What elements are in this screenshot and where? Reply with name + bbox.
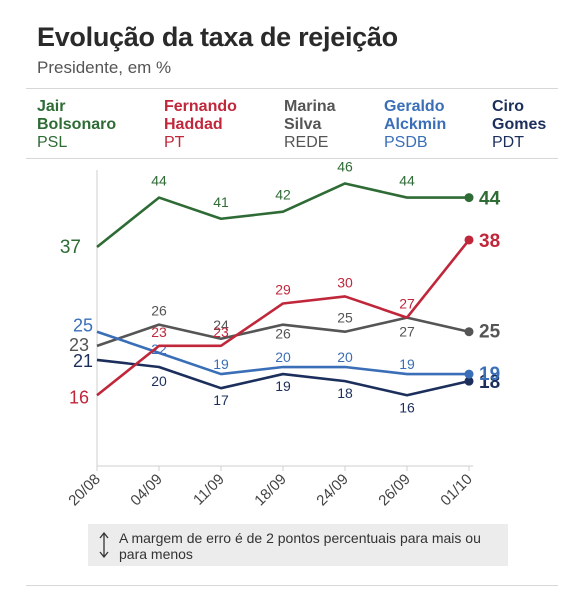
series-end-point bbox=[464, 235, 474, 245]
legend-name-line2: Gomes bbox=[492, 116, 547, 133]
series-end-point bbox=[464, 369, 474, 379]
data-label: 44 bbox=[151, 173, 167, 189]
x-tick-label: 01/10 bbox=[437, 471, 476, 510]
legend-party: PDT bbox=[492, 134, 524, 151]
legend-item-alckmin: Geraldo Alckmin PSDB bbox=[384, 98, 446, 152]
legend: Jair Bolsonaro PSL Fernando Haddad PT Ma… bbox=[37, 98, 557, 152]
data-label: 44 bbox=[479, 189, 501, 210]
legend-name-line1: Fernando bbox=[164, 98, 237, 115]
legend-name-line1: Geraldo bbox=[384, 98, 445, 115]
legend-item-bolsonaro: Jair Bolsonaro PSL bbox=[37, 98, 116, 152]
data-label: 25 bbox=[337, 310, 353, 326]
top-divider bbox=[26, 88, 558, 89]
legend-party: PT bbox=[164, 134, 185, 151]
chart-subtitle: Presidente, em % bbox=[37, 58, 172, 77]
legend-name-line2: Bolsonaro bbox=[37, 116, 117, 133]
series-end-point bbox=[464, 327, 474, 337]
data-label: 20 bbox=[337, 349, 353, 365]
data-label: 19 bbox=[213, 356, 229, 372]
legend-party: PSL bbox=[37, 134, 68, 151]
legend-party: PSDB bbox=[384, 134, 428, 151]
chart-title: Evolução da taxa de rejeição bbox=[37, 22, 398, 52]
data-label: 17 bbox=[213, 392, 229, 408]
series-line bbox=[96, 182, 469, 249]
data-label: 44 bbox=[399, 173, 415, 189]
data-label: 30 bbox=[337, 274, 353, 290]
x-tick-label: 26/09 bbox=[375, 471, 414, 510]
data-label: 26 bbox=[275, 326, 291, 342]
x-tick-label: 18/09 bbox=[251, 471, 290, 510]
legend-name-line2: Alckmin bbox=[384, 116, 447, 133]
data-label: 19 bbox=[479, 364, 500, 385]
bottom-divider bbox=[26, 585, 558, 586]
series-line bbox=[96, 330, 469, 376]
data-label: 25 bbox=[479, 322, 501, 343]
data-label: 20 bbox=[151, 373, 167, 389]
legend-name-line2: Silva bbox=[284, 116, 322, 133]
data-label: 16 bbox=[399, 399, 415, 415]
data-label: 18 bbox=[337, 385, 353, 401]
series-line bbox=[96, 239, 471, 397]
data-label: 19 bbox=[275, 378, 291, 394]
x-tick-label: 20/08 bbox=[65, 471, 104, 510]
data-label: 18 bbox=[479, 372, 500, 393]
series-end-point bbox=[464, 376, 474, 386]
double-arrow-icon bbox=[99, 531, 109, 559]
x-tick-label: 11/09 bbox=[190, 471, 228, 509]
data-label: 38 bbox=[479, 231, 500, 252]
data-label: 19 bbox=[399, 356, 415, 372]
legend-name-line1: Marina bbox=[284, 98, 336, 115]
data-label: 24 bbox=[213, 317, 229, 333]
data-label: 21 bbox=[73, 351, 93, 371]
data-label: 26 bbox=[151, 303, 167, 319]
legend-item-marina: Marina Silva REDE bbox=[284, 98, 336, 152]
x-tick-label: 24/09 bbox=[313, 471, 352, 510]
legend-party: REDE bbox=[284, 134, 329, 151]
series-line bbox=[96, 358, 470, 397]
data-label: 23 bbox=[69, 335, 89, 355]
series-end-point bbox=[464, 193, 474, 203]
data-label: 23 bbox=[213, 324, 229, 340]
data-label: 46 bbox=[337, 158, 353, 174]
legend-name-line1: Ciro bbox=[492, 98, 524, 115]
data-label: 42 bbox=[275, 187, 291, 203]
margin-note: A margem de erro é de 2 pontos percentua… bbox=[88, 524, 508, 566]
data-label: 23 bbox=[151, 324, 167, 340]
margin-note-text: A margem de erro é de 2 pontos percentua… bbox=[119, 530, 481, 562]
data-label: 25 bbox=[73, 316, 93, 336]
data-label: 27 bbox=[399, 296, 415, 312]
data-label: 27 bbox=[399, 324, 415, 340]
data-label: 16 bbox=[69, 387, 89, 407]
legend-divider bbox=[26, 158, 558, 159]
data-label: 20 bbox=[275, 349, 291, 365]
data-label: 41 bbox=[213, 194, 229, 210]
legend-item-ciro: Ciro Gomes PDT bbox=[492, 98, 546, 152]
data-label: 37 bbox=[60, 237, 81, 258]
legend-name-line1: Jair bbox=[37, 98, 66, 115]
x-tick-label: 04/09 bbox=[127, 471, 166, 510]
legend-item-haddad: Fernando Haddad PT bbox=[164, 98, 237, 152]
data-label: 29 bbox=[275, 281, 291, 297]
legend-name-line2: Haddad bbox=[164, 116, 223, 133]
